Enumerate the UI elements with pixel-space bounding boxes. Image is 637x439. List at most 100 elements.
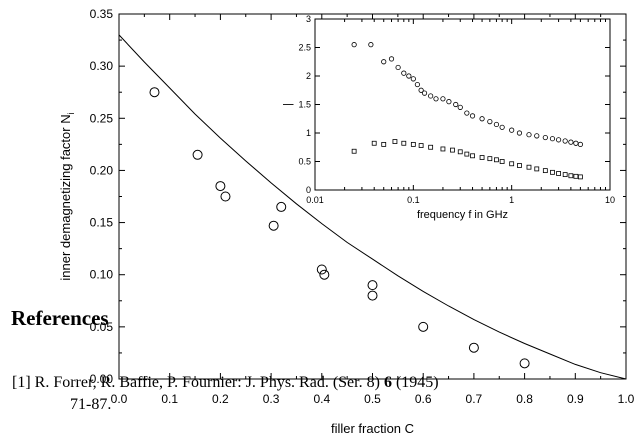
inset-point-square xyxy=(457,149,463,155)
fit-curve xyxy=(118,34,627,380)
inset-point-circle xyxy=(526,132,532,138)
inset-point-square xyxy=(351,148,357,154)
y-axis-label: inner demagnetizing factor Ni xyxy=(58,112,76,280)
inset-point-circle xyxy=(516,130,523,136)
inset-point-square xyxy=(392,139,398,144)
inset-point-square xyxy=(556,171,561,176)
inset-point-circle xyxy=(493,121,500,128)
y-axis-label-subscript: i xyxy=(66,112,76,114)
inset-y-tick-label: 2 xyxy=(306,71,311,81)
reference-1-year: (1945) xyxy=(395,374,439,391)
inset-y-axis-label: | xyxy=(282,103,294,106)
inset-point-circle xyxy=(568,139,574,145)
inset-point-circle xyxy=(499,124,505,130)
inset-y-tick-label: 1.5 xyxy=(298,100,311,110)
data-point xyxy=(220,191,231,202)
inset-point-circle xyxy=(562,138,568,144)
reference-1-text: [1] R. Forrer, R. Baffie, P. Fournier: J… xyxy=(12,374,380,391)
data-point xyxy=(149,87,160,98)
inset-point-square xyxy=(440,146,446,152)
inset-point-square xyxy=(550,169,555,175)
inset-point-square xyxy=(410,141,416,147)
y-tick-label: 0.00 xyxy=(90,372,114,386)
inset-point-circle xyxy=(414,81,421,88)
inset-y-tick-label: 0.5 xyxy=(298,157,311,167)
inset-y-tick-label: 2.5 xyxy=(298,43,311,53)
inset-point-circle xyxy=(549,136,556,142)
inset-x-tick-label: 1 xyxy=(509,195,514,205)
main-plot-area: 0.0 0.1 0.2 0.3 0.4 0.5 0.6 0.7 0.8 0.9 1.0 0.00 0.0… xyxy=(58,7,635,436)
inset-point-square xyxy=(534,166,540,172)
inset-point-square xyxy=(509,161,515,167)
inset-x-tick-label: 10 xyxy=(605,195,615,205)
inset-point-square xyxy=(418,143,424,148)
x-tick-label: 0.9 xyxy=(567,392,584,406)
x-axis-label: filler fraction C xyxy=(331,421,414,436)
reference-1-volume: 6 xyxy=(383,374,392,391)
data-point xyxy=(519,358,530,369)
inset-point-square xyxy=(487,156,493,162)
data-point xyxy=(367,280,378,291)
inset-point-circle xyxy=(428,93,434,99)
x-tick-label: 0.3 xyxy=(263,392,280,406)
inset-point-square xyxy=(428,144,434,150)
y-tick-label: 0.30 xyxy=(90,59,114,73)
inset-y-tick-label: 3 xyxy=(306,14,311,24)
inset-point-square xyxy=(562,172,568,178)
x-tick-label: 0.1 xyxy=(161,392,178,406)
inset-y-tick-label: 1 xyxy=(306,128,311,138)
x-tick-label: 0.7 xyxy=(466,392,483,406)
inset-point-square xyxy=(381,141,387,147)
inset-point-circle xyxy=(421,90,428,96)
inset-point-circle xyxy=(410,76,416,82)
data-point xyxy=(418,321,429,332)
y-tick-label: 0.10 xyxy=(90,268,114,282)
inset-x-axis-label: frequency f in GHz xyxy=(417,209,508,221)
x-tick-label: 0.8 xyxy=(516,392,533,406)
x-tick-label: 0.4 xyxy=(313,392,330,406)
references-heading: References xyxy=(11,306,109,330)
inset-point-square xyxy=(499,159,505,164)
data-point xyxy=(316,264,327,275)
data-point xyxy=(367,290,378,301)
reference-1: [1] R. Forrer, R. Baffie, P. Fournier: J… xyxy=(12,374,439,392)
y-tick-label: 0.05 xyxy=(90,320,114,334)
inset-point-circle xyxy=(401,70,407,76)
data-point xyxy=(276,201,287,212)
inset-point-circle xyxy=(368,42,374,48)
inset-point-circle xyxy=(479,116,485,122)
x-tick-label: 0.5 xyxy=(364,392,381,406)
data-point xyxy=(468,342,479,353)
inset-point-square xyxy=(470,153,475,159)
inset-point-circle xyxy=(418,87,424,93)
inset-x-tick-label: 0.1 xyxy=(407,195,420,205)
inset-point-square xyxy=(568,173,574,179)
inset-point-circle xyxy=(577,141,583,147)
inset-point-circle xyxy=(440,96,446,102)
inset-point-square xyxy=(517,163,522,168)
inset-point-circle xyxy=(453,101,459,108)
inset-point-square xyxy=(542,168,548,174)
inset-frame xyxy=(314,18,611,191)
inset-point-circle xyxy=(433,96,439,102)
inset-point-circle xyxy=(388,56,395,62)
inset-point-circle xyxy=(469,113,476,119)
inset-point-circle xyxy=(487,119,493,125)
inset-point-circle xyxy=(446,99,452,105)
inset-point-square xyxy=(464,151,470,157)
x-tick-label: 1.0 xyxy=(618,392,635,406)
inset-x-tick-label: 0.01 xyxy=(306,195,324,205)
data-point xyxy=(215,181,226,192)
inset-point-circle xyxy=(406,73,412,79)
inset-y-tick-label: 0 xyxy=(306,185,311,195)
data-point xyxy=(319,269,330,280)
y-tick-label: 0.15 xyxy=(90,216,114,230)
x-tick-label: 0.6 xyxy=(415,392,432,406)
y-tick-label: 0.20 xyxy=(90,163,114,177)
inset-point-circle xyxy=(464,110,470,116)
data-point xyxy=(268,220,279,231)
inset-point-square xyxy=(371,140,377,146)
inset-point-circle xyxy=(395,64,401,71)
data-point xyxy=(192,149,203,160)
